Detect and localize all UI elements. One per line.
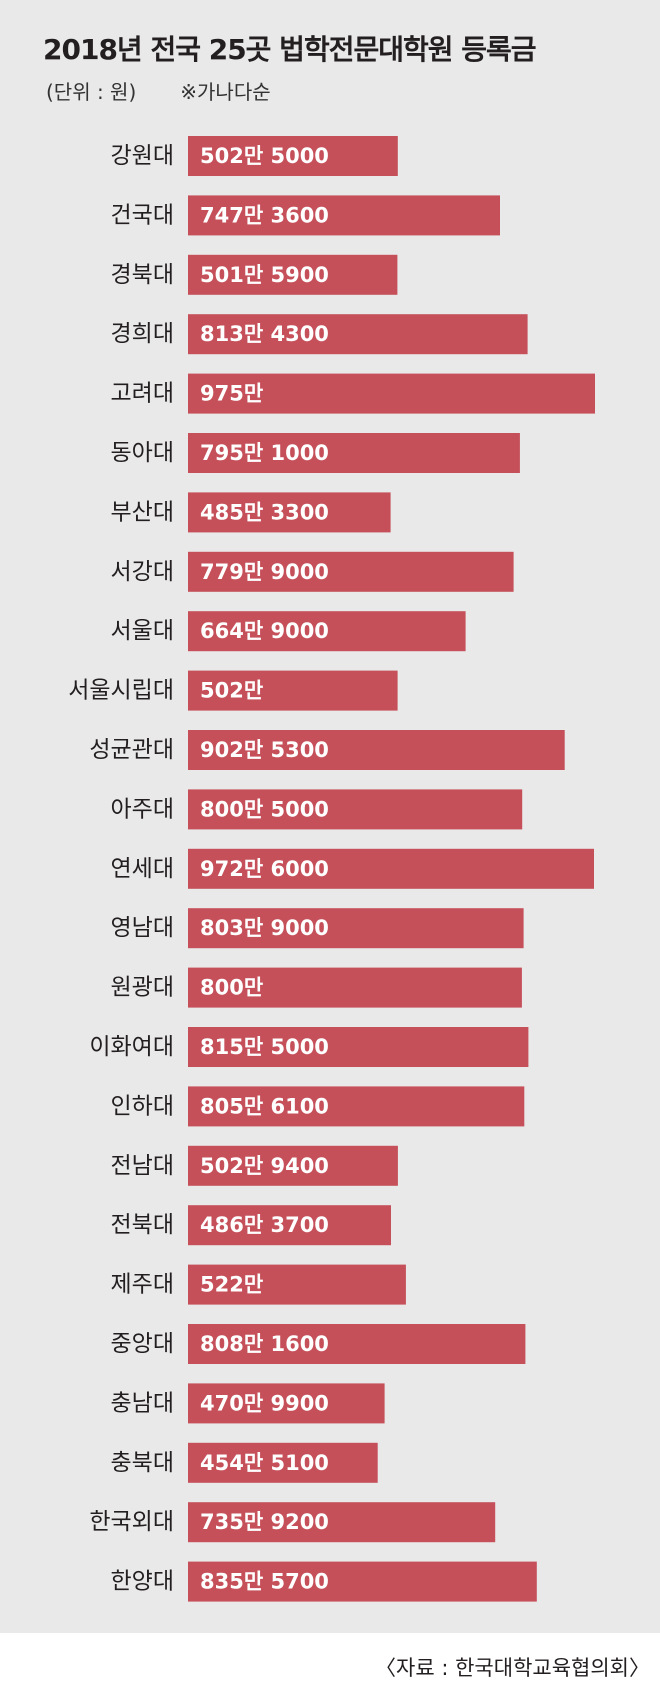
bar — [188, 373, 595, 414]
bar — [188, 314, 528, 355]
bar — [188, 1442, 378, 1483]
category-label: 전북대 — [111, 1212, 174, 1238]
bar-value-label: 486만 3700 — [200, 1213, 329, 1237]
category-label: 건국대 — [111, 202, 174, 228]
bar-value-label: 664만 9000 — [200, 619, 329, 643]
bar — [188, 611, 466, 652]
category-label: 인하대 — [111, 1093, 174, 1119]
bar — [188, 730, 565, 770]
bar-value-label: 522만 — [200, 1273, 263, 1297]
bar — [188, 492, 391, 533]
bar-value-label: 800만 5000 — [200, 797, 329, 821]
bar-value-label: 805만 6100 — [200, 1094, 329, 1118]
bar-value-label: 813만 4300 — [200, 322, 329, 346]
bar — [188, 195, 500, 236]
bar-value-label: 485만 3300 — [200, 500, 329, 524]
bar — [188, 1205, 391, 1246]
bar — [188, 1145, 398, 1186]
bar — [188, 136, 398, 176]
category-label: 한국외대 — [89, 1509, 174, 1535]
bar-chart: 강원대 502만 5000 건국대 747만 3600 경북대 501만 5900 경희대 8… — [68, 136, 595, 1602]
bar — [188, 789, 523, 830]
category-label: 영남대 — [111, 915, 174, 941]
bar — [188, 967, 522, 1008]
chart-notes: (단위 : 원) ※가나다순 — [46, 76, 271, 105]
bar-value-label: 808만 1600 — [200, 1332, 329, 1356]
bar — [188, 254, 398, 295]
bar-value-label: 779만 9000 — [200, 560, 329, 584]
bar — [188, 433, 520, 473]
category-label: 충북대 — [111, 1450, 174, 1476]
category-label: 경희대 — [111, 321, 174, 347]
bar-value-label: 835만 5700 — [200, 1570, 329, 1594]
bar-value-label: 470만 9900 — [200, 1391, 329, 1415]
bar-value-label: 502만 5000 — [200, 144, 329, 168]
category-label: 연세대 — [111, 856, 174, 882]
category-label: 경북대 — [111, 262, 174, 288]
category-label: 이화여대 — [89, 1034, 174, 1060]
bar-value-label: 795만 1000 — [200, 441, 329, 465]
unit-note: (단위 : 원) — [46, 80, 137, 104]
category-label: 전남대 — [111, 1153, 174, 1179]
bar-value-label: 902만 5300 — [200, 738, 329, 762]
bar — [188, 1324, 526, 1364]
bar — [188, 1383, 385, 1424]
bar-value-label: 502만 — [200, 679, 263, 703]
bar-value-label: 454만 5100 — [200, 1451, 329, 1475]
category-label: 고려대 — [111, 381, 174, 407]
bar — [188, 1027, 529, 1067]
category-label: 성균관대 — [89, 737, 174, 763]
category-label: 원광대 — [111, 975, 174, 1001]
category-label: 아주대 — [111, 796, 174, 822]
bar — [188, 1561, 537, 1602]
bar — [188, 848, 594, 889]
bar — [188, 1502, 496, 1543]
chart-title: 2018년 전국 25곳 법학전문대학원 등록금 — [43, 33, 537, 66]
bar — [188, 908, 524, 949]
bar-value-label: 502만 9400 — [200, 1154, 329, 1178]
bar — [188, 1086, 525, 1127]
bar-value-label: 800만 — [200, 976, 263, 1000]
category-label: 강원대 — [111, 143, 174, 169]
bar — [188, 551, 514, 592]
bar-value-label: 803만 9000 — [200, 916, 329, 940]
category-label: 서울대 — [111, 618, 174, 644]
bar-value-label: 975만 — [200, 382, 263, 406]
bar-value-label: 815만 5000 — [200, 1035, 329, 1059]
category-label: 한양대 — [111, 1569, 174, 1595]
bar — [188, 1264, 406, 1305]
bar-value-label: 972만 6000 — [200, 857, 329, 881]
category-label: 동아대 — [111, 440, 174, 466]
bar-value-label: 501만 5900 — [200, 263, 329, 287]
category-label: 제주대 — [111, 1272, 174, 1298]
sort-note: ※가나다순 — [180, 80, 271, 104]
category-label: 서울시립대 — [68, 678, 174, 704]
category-label: 충남대 — [111, 1390, 174, 1416]
category-label: 서강대 — [111, 559, 174, 585]
source-note: 〈자료 : 한국대학교육협의회〉 — [375, 1656, 650, 1680]
bar — [188, 670, 398, 711]
bar-value-label: 747만 3600 — [200, 203, 329, 227]
category-label: 중앙대 — [111, 1331, 174, 1357]
bar-value-label: 735만 9200 — [200, 1510, 329, 1534]
category-label: 부산대 — [111, 499, 174, 525]
